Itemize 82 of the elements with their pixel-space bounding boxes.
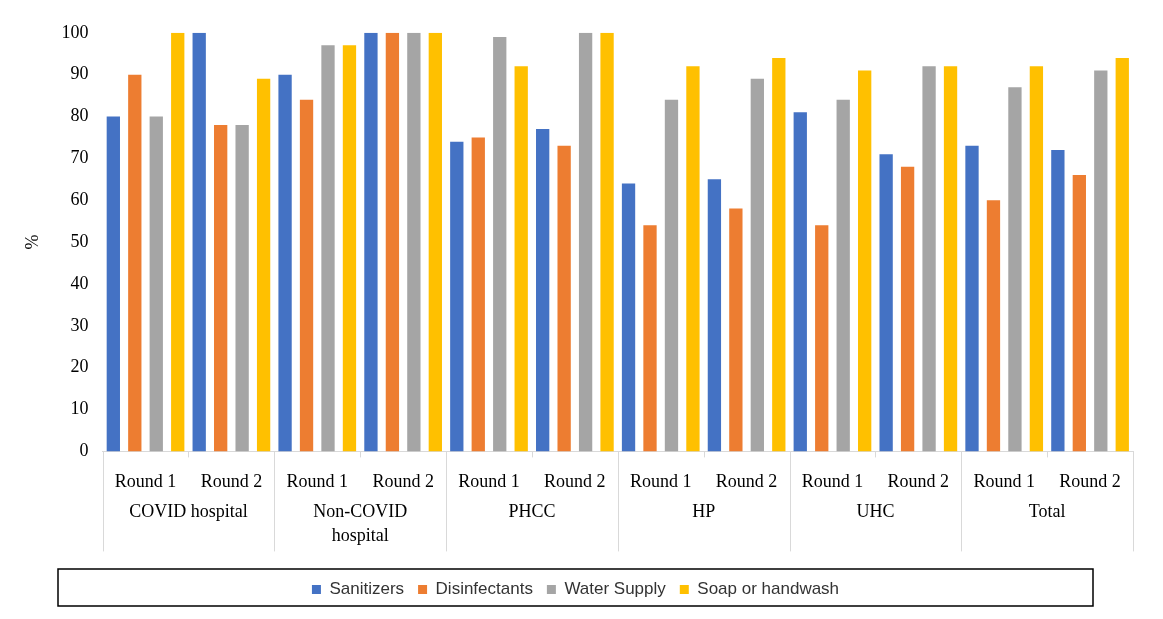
x-tick-label: Round 2 (1059, 470, 1121, 491)
bar (922, 66, 936, 452)
y-tick-label: 80 (70, 105, 89, 126)
bar (342, 45, 357, 452)
x-tick-label: Round 2 (200, 470, 263, 491)
bar (643, 225, 657, 452)
x-tick-label: Round 2 (372, 470, 434, 491)
x-tick-label: Round 1 (629, 470, 692, 491)
bar (879, 154, 893, 452)
text: UHC (856, 501, 895, 522)
y-tick-label: 10 (70, 398, 89, 419)
x-tick-label: Round 2 (887, 470, 950, 491)
bar (600, 32, 614, 452)
bar (621, 183, 636, 452)
bar (1094, 70, 1108, 452)
bar (493, 36, 507, 452)
bar (772, 57, 786, 452)
bar (214, 124, 228, 452)
bar (686, 66, 700, 452)
x-tick-label: Round 1 (286, 470, 349, 491)
bar (106, 116, 120, 452)
bar (149, 116, 163, 452)
bar (986, 200, 1001, 452)
bar (750, 78, 764, 452)
y-tick-label: 30 (70, 314, 89, 335)
bar (235, 124, 249, 452)
bar (858, 70, 872, 452)
bar (815, 225, 829, 452)
y-tick-label: 40 (70, 272, 89, 293)
y-tick-label: 20 (70, 356, 89, 377)
legend-label: Disinfectants (435, 579, 533, 599)
legend-label: Sanitizers (329, 579, 405, 599)
legend-label: Soap or handwash (697, 579, 840, 599)
x-tick-label: Round 2 (715, 470, 778, 491)
y-tick-label: 100 (61, 21, 89, 42)
bar (1072, 175, 1086, 452)
bar (965, 145, 979, 452)
x-tick-label: Round 1 (114, 470, 177, 491)
bar (514, 66, 528, 452)
bar (707, 179, 722, 452)
bar (943, 66, 958, 452)
bar (299, 99, 314, 452)
x-tick-label: Round 1 (973, 470, 1035, 491)
y-tick-label: 90 (70, 63, 89, 84)
bar (664, 99, 679, 452)
text: PHCC (508, 501, 556, 522)
bar (1115, 57, 1129, 452)
x-tick-label: Round 1 (801, 470, 864, 491)
text: Total (1028, 501, 1066, 522)
bar (836, 99, 850, 452)
text: COVID hospital (129, 501, 248, 522)
bar (407, 32, 421, 452)
bar (557, 145, 571, 452)
bar (171, 32, 185, 452)
bar (278, 74, 292, 452)
y-tick-label: 70 (70, 147, 89, 168)
text: Non-COVID hospital (313, 501, 408, 546)
bar (900, 166, 915, 452)
bar (256, 78, 271, 452)
bar (1051, 150, 1065, 452)
bar (471, 137, 485, 452)
bar (536, 129, 550, 452)
y-axis-title: % (21, 234, 42, 250)
x-tick-label: Round 1 (458, 470, 520, 491)
y-tick-label: 60 (70, 188, 89, 209)
bar (578, 32, 593, 452)
y-tick-label: 0 (79, 440, 89, 461)
bar (192, 32, 206, 452)
bar (1029, 66, 1044, 452)
bar (385, 32, 400, 452)
text: HP (692, 501, 716, 522)
bar (428, 32, 442, 452)
bar (321, 45, 335, 452)
bar (450, 141, 464, 452)
bar (128, 74, 142, 452)
x-tick-label: Round 2 (544, 470, 606, 491)
legend-label: Water Supply (564, 579, 667, 599)
bar (1008, 87, 1022, 452)
y-tick-label: 50 (70, 230, 89, 251)
bar (793, 112, 807, 452)
bar (364, 32, 378, 452)
bar (729, 208, 743, 452)
